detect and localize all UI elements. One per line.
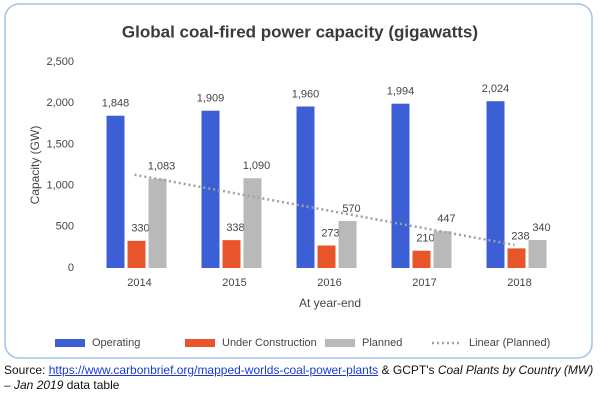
bar: [243, 178, 262, 268]
y-tick-label: 500: [56, 221, 74, 233]
legend-label: Operating: [92, 337, 140, 349]
bar: [486, 101, 505, 268]
x-tick-label: 2018: [507, 277, 531, 289]
data-label: 1,848: [102, 98, 130, 110]
y-tick-label: 2,000: [46, 97, 74, 109]
data-label: 238: [511, 230, 529, 242]
data-label: 1,090: [243, 160, 271, 172]
data-label: 1,083: [148, 161, 176, 173]
y-tick-label: 1,500: [46, 138, 74, 150]
data-label: 2,024: [482, 83, 510, 95]
bar: [433, 231, 452, 268]
legend-label: Planned: [362, 337, 402, 349]
bar: [148, 178, 167, 268]
bar: [528, 239, 547, 268]
legend-swatch: [55, 339, 85, 347]
bar: [296, 106, 315, 268]
y-tick-label: 2,500: [46, 56, 74, 68]
legend-swatch: [325, 339, 355, 347]
data-label: 210: [416, 233, 434, 245]
bar: [127, 240, 146, 268]
y-tick-label: 0: [68, 262, 74, 274]
source-link[interactable]: https://www.carbonbrief.org/mapped-world…: [48, 363, 379, 377]
data-label: 570: [342, 203, 360, 215]
source-italic: Coal Plants by Country (MW) – Jan 2019: [4, 363, 594, 392]
legend-swatch: [185, 339, 215, 347]
x-tick-label: 2017: [412, 277, 436, 289]
x-tick-label: 2014: [127, 277, 151, 289]
data-label: 447: [437, 213, 455, 225]
bar: [222, 240, 241, 268]
legend-label: Linear (Planned): [469, 337, 550, 349]
bar: [106, 115, 125, 269]
data-label: 340: [532, 222, 550, 234]
bar: [201, 110, 220, 269]
bar: [507, 248, 526, 268]
bar: [391, 103, 410, 268]
bar: [317, 245, 336, 268]
data-label: 338: [226, 222, 244, 234]
x-tick-label: 2016: [317, 277, 341, 289]
chart-title: Global coal-fired power capacity (gigawa…: [122, 22, 478, 41]
legend-label: Under Construction: [222, 337, 317, 349]
y-tick-label: 1,000: [46, 180, 74, 192]
x-tick-label: 2015: [222, 277, 246, 289]
data-label: 1,960: [292, 88, 320, 100]
chart: Global coal-fired power capacity (gigawa…: [4, 3, 593, 359]
source-label: Source:: [4, 363, 46, 377]
source-text: & GCPT's: [381, 363, 435, 377]
y-axis-label: Capacity (GW): [28, 126, 42, 205]
x-axis-label: At year-end: [299, 296, 361, 310]
source-end: data table: [66, 378, 120, 392]
data-label: 273: [321, 227, 339, 239]
data-label: 1,909: [197, 93, 225, 105]
source-note: Source: https://www.carbonbrief.org/mapp…: [4, 363, 596, 393]
bar: [338, 221, 357, 268]
bar: [412, 250, 431, 268]
data-label: 1,994: [387, 86, 415, 98]
data-label: 330: [131, 223, 149, 235]
